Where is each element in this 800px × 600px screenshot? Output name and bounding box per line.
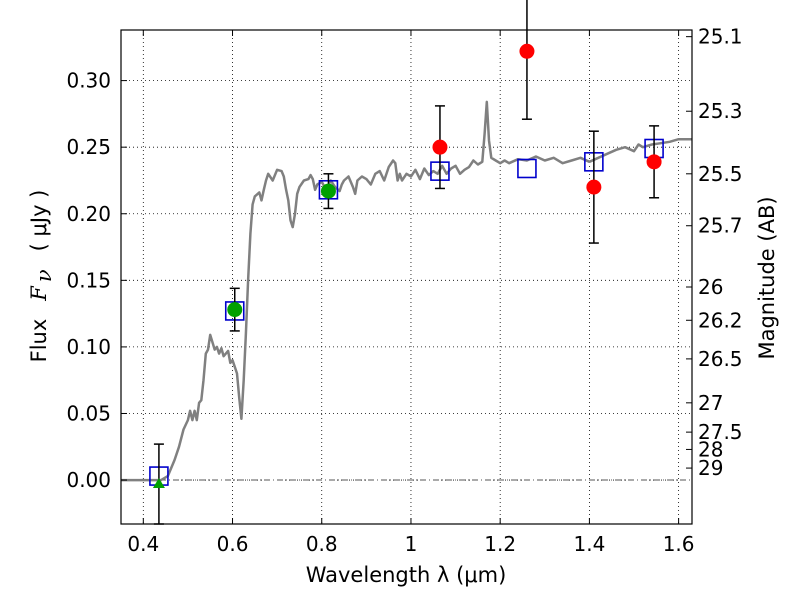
y-axis-title-symbol: F xyxy=(27,285,51,302)
model-sed-line xyxy=(121,100,692,482)
y2-tick-label: 27 xyxy=(698,391,723,415)
y-axis-title-subscript: ν xyxy=(32,269,56,282)
upper-limit-marker xyxy=(152,478,165,489)
model-photometry-square xyxy=(517,158,537,179)
observed-flux-point xyxy=(586,179,602,195)
x-tick-label: 0.4 xyxy=(127,532,159,556)
plot-frame xyxy=(120,29,693,525)
x-tick-label: 1.6 xyxy=(663,532,695,556)
y-tick-label: 0.15 xyxy=(66,268,111,292)
y2-tick-label: 29 xyxy=(698,456,723,480)
y-axis-title: Flux F ν ( μJy ) xyxy=(27,190,56,363)
y-tick-label: 0.10 xyxy=(66,335,111,359)
y2-tick-label: 25.1 xyxy=(698,25,743,49)
observed-flux-point xyxy=(432,139,448,155)
y-tick-label: 0.00 xyxy=(66,468,111,492)
y2-tick-label: 25.7 xyxy=(698,214,743,238)
y2-tick-label: 25.3 xyxy=(698,99,743,123)
observed-flux-point xyxy=(227,302,243,318)
y2-tick-label: 26 xyxy=(698,275,723,299)
x-tick-label: 0.6 xyxy=(217,532,249,556)
y2-tick-label: 26.2 xyxy=(698,308,743,332)
y2-axis-title: Magnitude (AB) xyxy=(755,196,779,359)
y2-tick-label: 28 xyxy=(698,437,723,461)
x-tick-label: 0.8 xyxy=(306,532,338,556)
y-tick-label: 0.20 xyxy=(66,202,111,226)
y2-tick-label: 25.5 xyxy=(698,162,743,186)
y-tick-label: 0.30 xyxy=(66,69,111,93)
y2-tick-label: 27.5 xyxy=(698,420,743,444)
ticks: 0.4 0.6 0.8 1 1.2 1.4 1.6 0.00 0.05 0.10 0.15 0.20 0… xyxy=(66,25,742,556)
observed-flux-point xyxy=(320,183,336,199)
y-tick-label: 0.25 xyxy=(66,135,111,159)
x-tick-label: 1.4 xyxy=(573,532,605,556)
y-axis-title-flux: Flux xyxy=(27,319,51,363)
observed-flux-point xyxy=(519,43,535,59)
series xyxy=(121,0,692,525)
x-tick-label: 1 xyxy=(405,532,418,556)
y-tick-label: 0.05 xyxy=(66,401,111,425)
observed-flux-point xyxy=(646,154,662,170)
y-axis-title-unit: ( μJy ) xyxy=(27,190,51,252)
x-axis-title: Wavelength λ (μm) xyxy=(306,563,507,587)
y2-tick-label: 26.5 xyxy=(698,347,743,371)
x-tick-label: 1.2 xyxy=(484,532,516,556)
